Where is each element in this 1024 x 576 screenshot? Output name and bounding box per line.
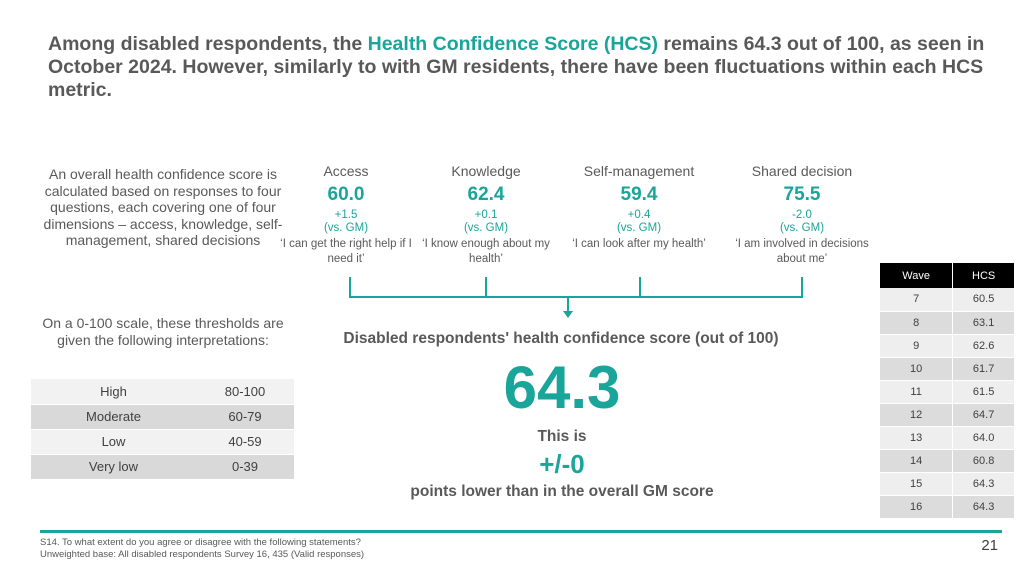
wave-cell: 11 [880,380,953,404]
wave-cell: 10 [880,357,953,381]
table-row: 11 61.5 [880,380,1014,404]
range-cell: 60-79 [196,404,294,430]
metric-vs-label: (vs. GM) [323,222,369,234]
metric-quote: ‘I know enough about my health’ [422,238,550,265]
metric-name: Knowledge [451,163,521,179]
page-number: 21 [981,537,998,554]
metric-quote: ‘I can look after my health’ [572,238,706,250]
table-row: Low 40-59 [31,429,294,455]
wave-cell: 8 [880,311,953,335]
level-cell: Very low [31,454,196,480]
range-cell: 0-39 [196,454,294,480]
comparison-note: points lower than in the overall GM scor… [410,483,714,500]
table-row: 16 64.3 [880,495,1014,519]
metric-change: +0.4 [627,209,651,221]
level-cell: Moderate [31,404,196,430]
wave-cell: 7 [880,288,953,312]
hcs-cell: 63.1 [952,311,1014,335]
metric-access: Access 60.0 +1.5 (vs. GM) ‘I can get the… [271,163,421,267]
hcs-cell: 61.5 [952,380,1014,404]
metric-name: Access [323,163,369,179]
comparison-diff: +/-0 [539,449,585,479]
metric-name: Self-management [583,163,695,179]
wave-cell: 16 [880,495,953,519]
table-row: High 80-100 [31,379,294,405]
wave-cell: 14 [880,449,953,473]
range-cell: 80-100 [196,379,294,405]
table-row: Very low 0-39 [31,454,294,480]
hcs-cell: 64.3 [952,472,1014,496]
hcs-cell: 64.0 [952,426,1014,450]
wave-cell: 12 [880,403,953,427]
metric-quote: ‘I can get the right help if I need it’ [280,238,412,265]
interpretation-table: High 80-100 Moderate 60-79 Low 40-59 Ver… [31,379,294,480]
table-row: 15 64.3 [880,472,1014,496]
hcs-cell: 60.8 [952,449,1014,473]
table-row: 10 61.7 [880,357,1014,381]
hcs-cell: 61.7 [952,357,1014,381]
level-cell: Low [31,429,196,455]
metric-vs-label: (vs. GM) [463,222,509,234]
metric-vs-label: (vs. GM) [616,222,662,234]
metric-quote: ‘I am involved in decisions about me’ [735,238,869,265]
hcs-cell: 60.5 [952,288,1014,312]
column-header-wave: Wave [880,263,953,288]
footer-question: S14. To what extent do you agree or disa… [40,537,361,548]
footer-note: S14. To what extent do you agree or disa… [40,537,364,561]
scale-note: On a 0-100 scale, these thresholds are g… [42,315,284,348]
wave-cell: 15 [880,472,953,496]
table-row: 14 60.8 [880,449,1014,473]
metric-score: 60.0 [327,184,365,205]
metric-score: 75.5 [783,184,821,205]
column-header-hcs: HCS [952,263,1014,288]
wave-cell: 13 [880,426,953,450]
title-part-1: Among disabled respondents, the [48,33,368,55]
table-row: 7 60.5 [880,288,1014,312]
table-row: Moderate 60-79 [31,404,294,430]
footer-divider [40,530,1002,533]
hcs-cell: 64.3 [952,495,1014,519]
metric-change: -2.0 [792,209,812,221]
overall-score-label: Disabled respondents' health confidence … [343,330,779,347]
metric-change: +0.1 [474,209,498,221]
metric-self-management: Self-management 59.4 +0.4 (vs. GM) ‘I ca… [564,163,714,252]
title-part-2: remains 64.3 out of 100, as seen in Octo… [48,33,985,101]
metric-change: +1.5 [334,209,358,221]
table-row: 9 62.6 [880,334,1014,358]
metric-vs-label: (vs. GM) [779,222,825,234]
range-cell: 40-59 [196,429,294,455]
table-row: 13 64.0 [880,426,1014,450]
wave-hcs-table: Wave HCS 7 60.5 8 63.1 9 62.6 10 61.7 11 61.5… [880,263,1014,519]
metric-shared-decision: Shared decision 75.5 -2.0 (vs. GM) ‘I am… [727,163,877,267]
metric-score: 59.4 [620,184,658,205]
slide-title: Among disabled respondents, the Health C… [48,33,988,102]
arrow-down-icon [563,311,573,318]
intro-text: An overall health confidence score is ca… [43,166,283,248]
overall-score-value: 64.3 [503,354,621,421]
metric-score: 62.4 [467,184,505,205]
footer-base: Unweighted base: All disabled respondent… [40,549,365,560]
table-row: 12 64.7 [880,403,1014,427]
metric-knowledge: Knowledge 62.4 +0.1 (vs. GM) ‘I know eno… [411,163,561,267]
hcs-cell: 64.7 [952,403,1014,427]
level-cell: High [31,379,196,405]
metric-name: Shared decision [751,163,853,179]
table-row: 8 63.1 [880,311,1014,335]
comparison-intro: This is [537,428,587,445]
title-highlight: Health Confidence Score (HCS) [367,33,659,55]
wave-cell: 9 [880,334,953,358]
hcs-cell: 62.6 [952,334,1014,358]
table-header-row: Wave HCS [880,263,1014,288]
